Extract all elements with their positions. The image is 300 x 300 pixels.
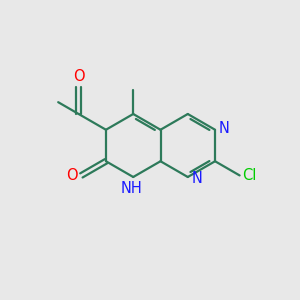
Text: N: N — [219, 121, 230, 136]
Text: Cl: Cl — [243, 168, 257, 183]
Text: N: N — [191, 171, 202, 186]
Text: NH: NH — [121, 181, 142, 196]
Text: O: O — [73, 69, 85, 84]
Text: O: O — [66, 168, 78, 183]
